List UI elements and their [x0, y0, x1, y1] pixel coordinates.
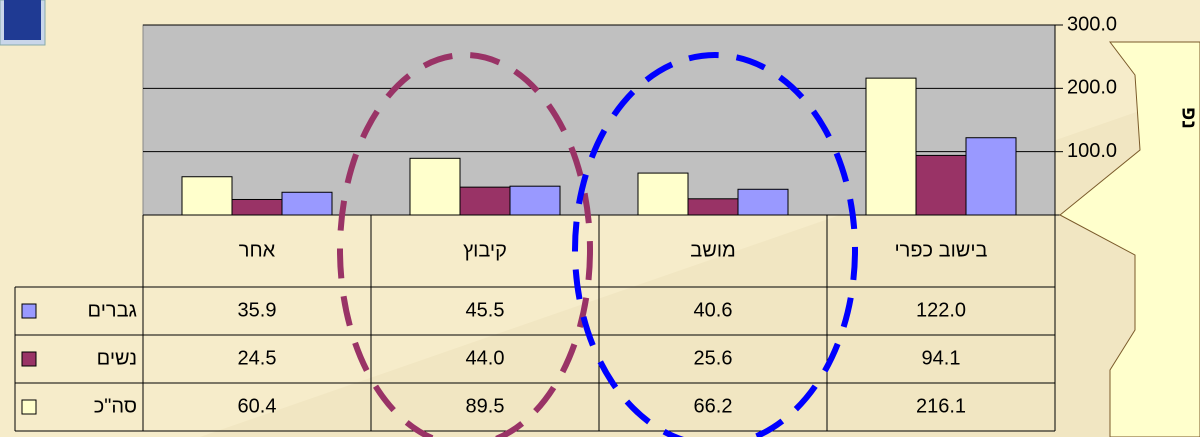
bar [916, 155, 966, 215]
logo [0, 0, 45, 45]
y-tick-label: 200.0 [1067, 77, 1117, 99]
legend-label: נשים [97, 347, 137, 369]
x-tick-label: מושב [690, 239, 736, 261]
bar [182, 177, 232, 215]
table-value: 216.1 [916, 395, 966, 417]
legend-swatch [22, 400, 36, 414]
bar [688, 199, 738, 215]
table-value: 35.9 [238, 299, 277, 321]
legend-label: גברים [88, 299, 137, 321]
bar [638, 173, 688, 215]
table-value: 24.5 [238, 347, 277, 369]
table-value: 45.5 [466, 299, 505, 321]
table-value: 44.0 [466, 347, 505, 369]
chart: 0.0100.0200.0300.0בישוב כפרימושבקיבוץאחר… [0, 0, 1200, 437]
bar [410, 158, 460, 215]
table-value: 89.5 [466, 395, 505, 417]
bar [282, 192, 332, 215]
table-value: 66.2 [694, 395, 733, 417]
bar [866, 78, 916, 215]
legend-label: סה"כ [94, 395, 137, 417]
table-value: 25.6 [694, 347, 733, 369]
table-value: 40.6 [694, 299, 733, 321]
bar [738, 189, 788, 215]
table-value: 94.1 [922, 347, 961, 369]
bar [232, 199, 282, 215]
y-tick-label: 300.0 [1067, 13, 1117, 35]
legend-swatch [22, 304, 36, 318]
table-value: 122.0 [916, 299, 966, 321]
table-value: 60.4 [238, 395, 277, 417]
y-tick-label: 100.0 [1067, 140, 1117, 162]
legend-swatch [22, 352, 36, 366]
bar [510, 186, 560, 215]
bar [460, 187, 510, 215]
x-tick-label: בישוב כפרי [894, 239, 987, 261]
x-tick-label: אחר [239, 239, 276, 261]
bar [966, 138, 1016, 215]
y-axis-title: נפ [1178, 107, 1200, 129]
x-tick-label: קיבוץ [463, 239, 507, 261]
